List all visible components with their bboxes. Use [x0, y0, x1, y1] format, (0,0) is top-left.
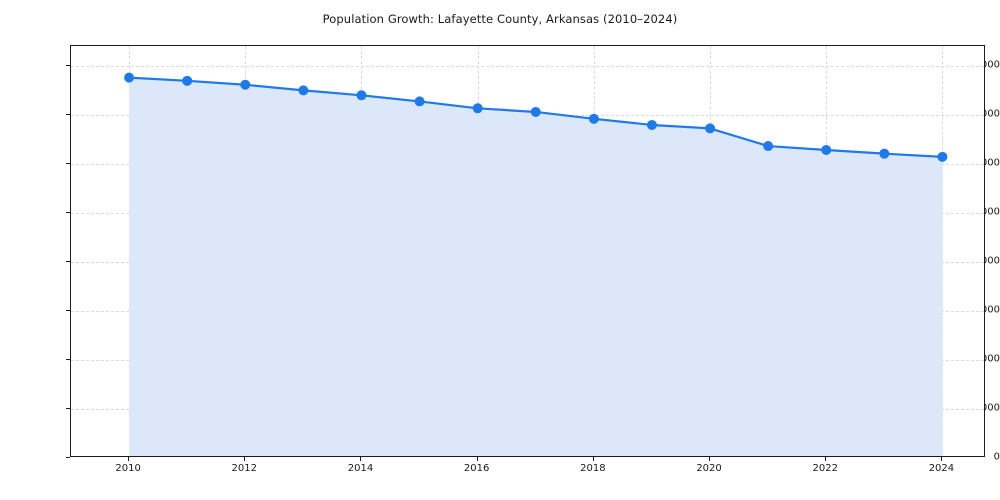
- data-point-markers: [124, 72, 948, 162]
- population-series: [124, 72, 948, 456]
- area-fill: [129, 77, 943, 456]
- x-tick-label: 2024: [928, 463, 955, 474]
- x-tick-mark: [360, 457, 362, 461]
- y-tick-label: 1,000: [971, 402, 1000, 414]
- y-tick-mark: [66, 309, 70, 311]
- y-tick-label: 5,000: [971, 206, 1000, 218]
- y-tick-mark: [66, 457, 70, 458]
- y-tick-mark: [66, 64, 70, 66]
- y-tick-mark: [66, 113, 70, 115]
- y-tick-mark: [66, 407, 70, 409]
- x-tick-mark: [128, 457, 130, 461]
- y-tick-label: 0: [993, 451, 1000, 463]
- x-tick-mark: [825, 457, 827, 461]
- x-tick-mark: [244, 457, 246, 461]
- data-point-2011: [182, 75, 193, 86]
- x-tick-label: 2022: [812, 463, 838, 474]
- y-tick-mark: [66, 211, 70, 213]
- x-tick-mark: [476, 457, 478, 461]
- y-tick-label: 8,000: [971, 59, 1000, 71]
- data-point-2023: [879, 148, 890, 159]
- x-tick-mark: [709, 457, 711, 461]
- data-point-2016: [472, 103, 483, 114]
- data-point-2024: [937, 151, 948, 162]
- y-tick-mark: [66, 162, 70, 164]
- data-point-2015: [414, 96, 425, 107]
- data-point-2020: [705, 123, 716, 134]
- data-point-2022: [821, 144, 832, 155]
- y-tick-label: 6,000: [971, 157, 1000, 169]
- x-tick-label: 2010: [115, 463, 141, 474]
- data-point-2018: [588, 113, 599, 124]
- x-tick-label: 2012: [231, 463, 257, 474]
- data-point-2012: [240, 79, 251, 90]
- x-tick-label: 2016: [463, 463, 490, 474]
- data-point-2013: [298, 85, 309, 96]
- plot-area: [70, 45, 985, 457]
- data-point-2019: [646, 119, 657, 130]
- data-point-2021: [763, 141, 774, 152]
- y-tick-label: 4,000: [971, 255, 1000, 267]
- x-tick-mark: [592, 457, 594, 461]
- x-tick-mark: [941, 457, 943, 461]
- x-tick-label: 2020: [696, 463, 722, 474]
- y-tick-label: 7,000: [971, 108, 1000, 120]
- y-tick-mark: [66, 260, 70, 262]
- x-tick-label: 2018: [580, 463, 606, 474]
- y-tick-label: 2,000: [971, 353, 1000, 365]
- x-tick-label: 2014: [347, 463, 374, 474]
- data-point-2014: [356, 90, 367, 101]
- chart-title: Population Growth: Lafayette County, Ark…: [322, 12, 678, 26]
- y-tick-label: 3,000: [971, 304, 1000, 316]
- y-tick-mark: [66, 358, 70, 360]
- data-point-2017: [530, 106, 541, 117]
- data-point-2010: [124, 72, 135, 83]
